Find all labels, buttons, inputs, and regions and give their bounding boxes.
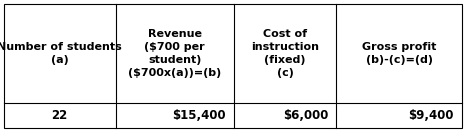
- Text: $15,400: $15,400: [172, 109, 226, 122]
- Text: Gross profit
(b)-(c)=(d): Gross profit (b)-(c)=(d): [362, 42, 437, 65]
- Text: 22: 22: [52, 109, 68, 122]
- Text: Revenue
($700 per
student)
($700x(a))=(b): Revenue ($700 per student) ($700x(a))=(b…: [128, 29, 221, 78]
- Text: Number of students
(a): Number of students (a): [0, 42, 122, 65]
- Text: $6,000: $6,000: [283, 109, 328, 122]
- Text: $9,400: $9,400: [408, 109, 454, 122]
- Text: Cost of
instruction
(fixed)
(c): Cost of instruction (fixed) (c): [251, 29, 319, 78]
